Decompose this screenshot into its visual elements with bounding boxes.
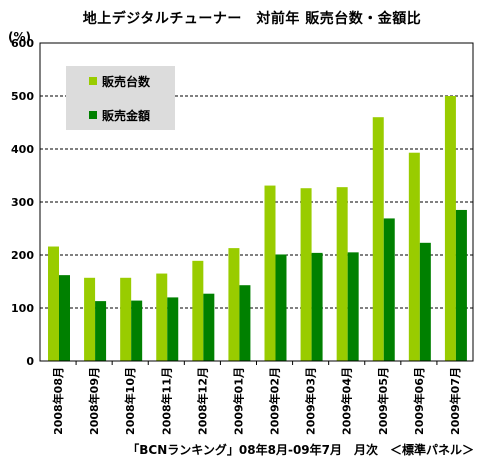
bar-amount <box>131 300 143 361</box>
x-tick-label: 2008年08月 <box>51 367 65 435</box>
source-note: 「BCNランキング」08年8月-09年7月 月次 ＜標準パネル＞ <box>127 443 474 457</box>
bar-units <box>120 277 132 361</box>
bar-amount <box>59 275 70 361</box>
bar-units <box>372 117 384 361</box>
legend-swatch <box>89 111 97 119</box>
legend-label: 販売台数 <box>102 74 151 89</box>
bar-amount <box>419 242 431 361</box>
bar-amount <box>203 293 215 361</box>
y-tick-label: 300 <box>11 196 34 209</box>
legend-box <box>66 66 175 130</box>
x-tick-label: 2008年10月 <box>123 367 137 435</box>
bar-units <box>48 246 59 361</box>
bar-units <box>336 187 348 361</box>
bar-units <box>408 152 420 361</box>
bar-units <box>156 273 168 361</box>
bar-units <box>192 260 204 361</box>
chart-title: 地上デジタルチューナー 対前年 販売台数・金額比 <box>82 11 422 27</box>
x-tick-label: 2008年11月 <box>159 367 173 435</box>
y-tick-label: 600 <box>11 37 34 50</box>
x-tick-label: 2009年02月 <box>268 367 282 435</box>
bar-units <box>228 248 240 361</box>
bar-units <box>264 185 276 361</box>
x-tick-label: 2009年03月 <box>304 367 318 435</box>
bar-amount <box>239 285 251 361</box>
bar-units <box>300 188 312 361</box>
bar-amount <box>167 297 179 361</box>
x-tick-label: 2009年05月 <box>376 367 390 435</box>
legend-swatch <box>89 77 97 85</box>
y-tick-label: 0 <box>26 355 34 368</box>
bar-amount <box>347 252 359 361</box>
x-tick-label: 2009年04月 <box>340 367 354 435</box>
x-tick-label: 2008年09月 <box>87 367 101 435</box>
y-tick-label: 100 <box>11 302 34 315</box>
bar-amount <box>311 252 323 361</box>
x-tick-label: 2009年01月 <box>231 367 245 435</box>
bar-amount <box>455 209 467 361</box>
y-axis-unit-label: (%) <box>8 30 31 44</box>
y-tick-label: 400 <box>11 143 34 156</box>
bar-amount <box>383 218 395 361</box>
bar-amount <box>95 301 107 361</box>
bar-units <box>444 96 456 361</box>
y-tick-label: 500 <box>11 90 34 103</box>
bar-amount <box>275 254 287 361</box>
y-tick-label: 200 <box>11 249 34 262</box>
x-tick-label: 2008年12月 <box>195 367 209 435</box>
x-tick-label: 2009年07月 <box>448 367 462 435</box>
bar-units <box>84 277 96 361</box>
x-tick-label: 2009年06月 <box>412 367 426 435</box>
legend-label: 販売金額 <box>102 108 150 123</box>
